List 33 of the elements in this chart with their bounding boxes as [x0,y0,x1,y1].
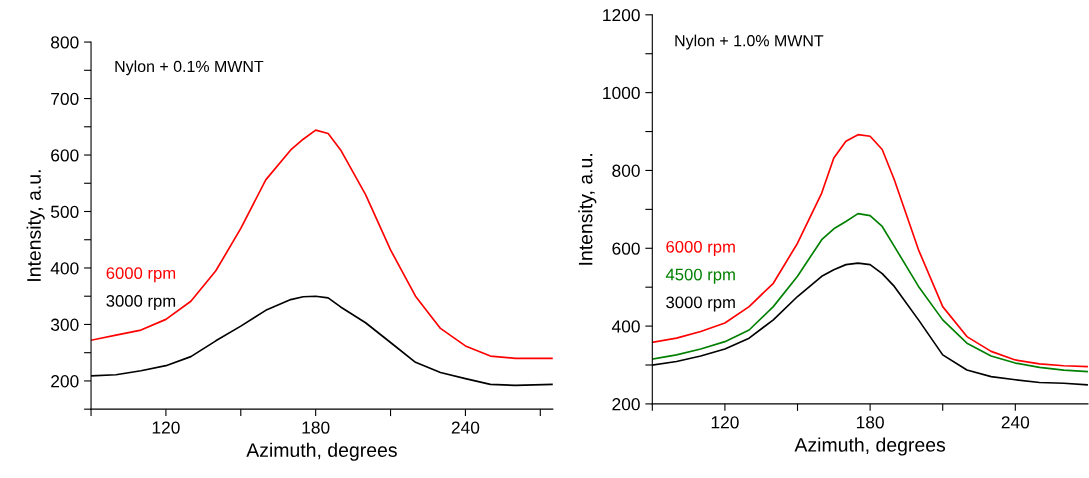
x-tick-label: 120 [152,421,180,434]
y-tick-label: 800 [612,164,640,177]
y-tick-label: 1000 [603,86,640,100]
y-tick-label: 800 [51,36,79,49]
series-label: 3000 rpm [666,296,735,312]
x-tick-label: 120 [711,416,739,429]
line-series [652,133,1088,368]
line-series [652,212,1088,373]
line-series [91,129,553,360]
y-tick-label: 700 [51,92,79,105]
y-tick-label: 400 [611,320,640,333]
x-tick-label: 180 [302,421,330,434]
y-axis-title: Intensity, a.u. [578,154,597,265]
annotation: Nylon + 1.0% MWNT [675,34,824,50]
text: 6000 rpm [666,240,735,256]
y-tick-label: 600 [612,242,640,255]
x-axis-title: Azimuth, degrees [794,437,946,456]
y-tick-label: 200 [51,375,79,388]
x-tick-label: 240 [1001,416,1030,429]
x-axis-title: Azimuth, degrees [246,442,397,461]
y-tick-label: 600 [51,149,79,162]
y-tick-label: 300 [50,318,79,331]
x-tick-label: 180 [856,416,884,429]
y-tick-label: 200 [612,398,640,411]
y-tick-label: 400 [50,262,79,275]
annotation: Nylon + 0.1% MWNT [115,60,264,76]
y-tick-label: 1200 [603,8,640,22]
x-tick-label: 240 [451,421,480,434]
series-label: 6000 rpm [106,267,176,283]
text: 4500 rpm [665,268,735,284]
text: 3000 rpm [106,294,176,311]
y-tick-label: 500 [50,205,79,218]
y-axis-title: Intensity, a.u. [26,170,45,281]
